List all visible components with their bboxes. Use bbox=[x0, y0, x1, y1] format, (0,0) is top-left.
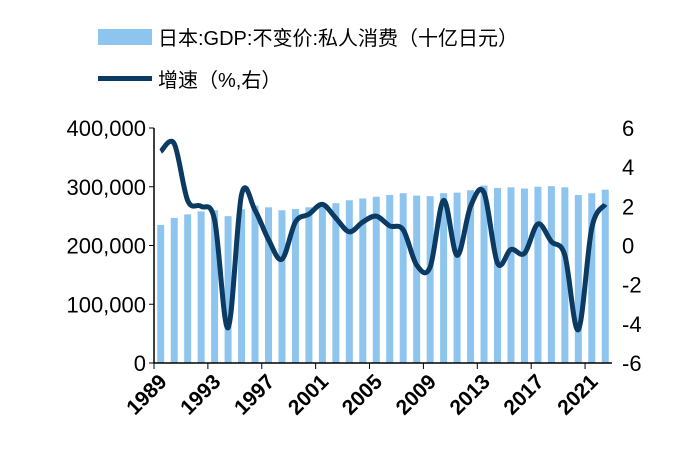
x-tick-label: 1997 bbox=[230, 370, 279, 419]
bar-2022 bbox=[601, 189, 609, 363]
bar-1993 bbox=[211, 210, 219, 363]
left-tick-label: 100,000 bbox=[66, 292, 146, 317]
legend-item-consumption: 日本:GDP:不变价:私人消费（十亿日元） bbox=[98, 22, 518, 51]
bar-2009 bbox=[426, 196, 434, 363]
x-tick-label: 2013 bbox=[446, 370, 495, 419]
bar-2011 bbox=[453, 192, 461, 363]
right-tick-label: -6 bbox=[622, 351, 642, 376]
right-tick-label: 2 bbox=[622, 194, 634, 219]
bar-2010 bbox=[440, 193, 448, 363]
bar-2013 bbox=[480, 185, 488, 363]
left-tick-label: 0 bbox=[134, 351, 146, 376]
bar-1996 bbox=[251, 205, 259, 363]
bar-1990 bbox=[170, 217, 178, 363]
legend-line-swatch bbox=[98, 76, 152, 81]
bar-2018 bbox=[547, 186, 555, 363]
bar-2001 bbox=[318, 205, 326, 363]
bar-2005 bbox=[372, 196, 380, 363]
x-tick-label: 2017 bbox=[499, 370, 548, 419]
bar-1994 bbox=[224, 216, 232, 363]
bar-2014 bbox=[494, 187, 501, 363]
bar-1992 bbox=[197, 211, 205, 363]
x-tick-label: 2001 bbox=[284, 370, 334, 420]
bar-2006 bbox=[386, 194, 394, 363]
bar-2002 bbox=[332, 203, 340, 363]
bar-2008 bbox=[413, 195, 421, 363]
x-tick-label: 1989 bbox=[122, 370, 171, 419]
x-tick-label: 2021 bbox=[553, 370, 603, 420]
right-tick-label: -4 bbox=[622, 312, 642, 337]
x-tick-label: 1993 bbox=[176, 370, 225, 419]
bar-2012 bbox=[467, 190, 475, 363]
bar-1997 bbox=[265, 207, 272, 363]
x-tick-label: 2009 bbox=[392, 370, 441, 419]
bar-2017 bbox=[534, 186, 542, 363]
left-tick-label: 400,000 bbox=[66, 116, 146, 141]
bar-1999 bbox=[291, 209, 299, 363]
bar-1998 bbox=[278, 210, 286, 363]
legend-bar-label: 日本:GDP:不变价:私人消费（十亿日元） bbox=[158, 28, 519, 50]
bar-2016 bbox=[520, 188, 528, 363]
left-tick-label: 200,000 bbox=[66, 234, 146, 259]
bar-2019 bbox=[561, 187, 569, 363]
legend-line-label: 增速（%,右） bbox=[158, 70, 282, 92]
bar-2007 bbox=[399, 193, 407, 363]
bar-2003 bbox=[345, 200, 353, 363]
legend-item-growth: 增速（%,右） bbox=[98, 64, 281, 93]
right-tick-label: 6 bbox=[622, 116, 634, 141]
bar-1989 bbox=[157, 224, 165, 363]
right-tick-label: 0 bbox=[622, 234, 634, 259]
x-tick-label: 2005 bbox=[338, 370, 388, 420]
bar-2021 bbox=[588, 193, 596, 363]
bar-2020 bbox=[574, 194, 582, 363]
growth-line bbox=[158, 138, 608, 333]
bar-1995 bbox=[238, 209, 246, 363]
bar-2004 bbox=[359, 198, 367, 363]
left-tick-label: 300,000 bbox=[66, 175, 146, 200]
legend-bar-swatch bbox=[98, 28, 152, 45]
bar-2015 bbox=[507, 187, 515, 363]
bar-1991 bbox=[184, 214, 192, 363]
right-tick-label: 4 bbox=[622, 155, 634, 180]
right-tick-label: -2 bbox=[622, 273, 642, 298]
bar-2000 bbox=[305, 207, 313, 363]
